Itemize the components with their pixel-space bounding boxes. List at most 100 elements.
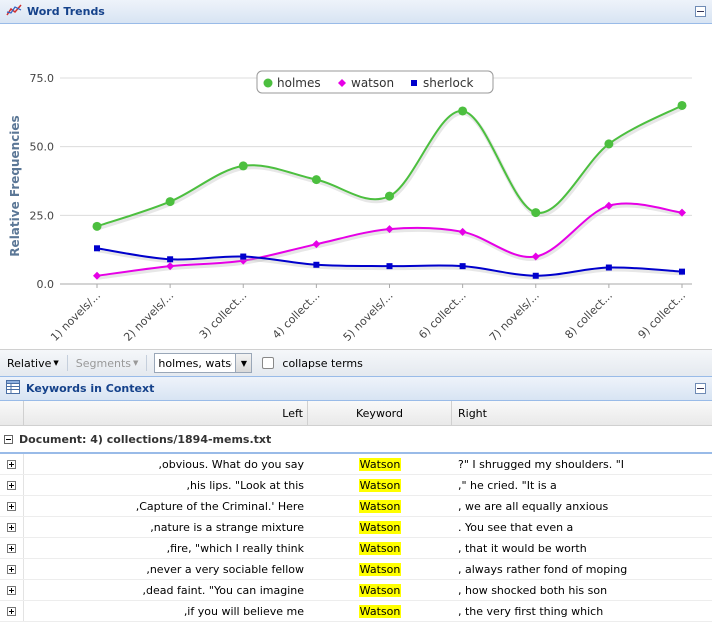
expand-row-icon[interactable] <box>7 522 16 532</box>
left-context: ,obvious. What do you say <box>158 457 305 471</box>
kwic-rows: ,obvious. What do you say Watson ?" I sh… <box>0 454 712 622</box>
column-header-right[interactable]: Right <box>458 406 487 420</box>
row-expander[interactable] <box>0 454 24 474</box>
data-point-watson <box>312 240 321 249</box>
table-row[interactable]: ,dead faint. "You can imagine Watson , h… <box>0 580 712 601</box>
expand-row-icon[interactable] <box>7 585 16 595</box>
word-trends-header: Word Trends <box>0 0 712 24</box>
chart-svg: 0.0 25.0 50.0 75.0 Relative Frequencies 1) no… <box>8 70 692 344</box>
right-context: ," he cried. "It is a <box>458 478 557 492</box>
table-row[interactable]: ,never a very sociable fellow Watson , a… <box>0 559 712 580</box>
row-expander[interactable] <box>0 580 24 600</box>
data-point-holmes <box>677 100 687 110</box>
data-point-watson <box>93 271 101 280</box>
data-point-watson <box>604 201 613 210</box>
caret-down-icon: ▼ <box>53 359 59 367</box>
collapse-panel-button[interactable] <box>695 383 706 394</box>
table-row[interactable]: ,nature is a strange mixture Watson . Yo… <box>0 517 712 538</box>
expand-row-icon[interactable] <box>7 459 16 469</box>
table-row[interactable]: ,his lips. "Look at this Watson ," he cr… <box>0 475 712 496</box>
keyword-highlight: Watson <box>358 478 402 492</box>
data-point-holmes <box>238 161 248 171</box>
keyword-cell: Watson <box>308 541 452 555</box>
series-holmes <box>92 100 687 231</box>
x-tick-label: 4) collect... <box>270 289 323 342</box>
row-expander[interactable] <box>0 517 24 537</box>
y-axis-label: Relative Frequencies <box>8 115 22 256</box>
row-expander[interactable] <box>0 538 24 558</box>
expand-row-icon[interactable] <box>7 564 16 574</box>
table-row[interactable]: ,fire, "which I really think Watson , th… <box>0 538 712 559</box>
keyword-cell: Watson <box>308 478 452 492</box>
dropdown-arrow-icon[interactable]: ▼ <box>235 354 252 372</box>
legend-marker-sherlock <box>411 80 417 86</box>
table-row[interactable]: ,obvious. What do you say Watson ?" I sh… <box>0 454 712 475</box>
data-point-sherlock <box>679 268 685 275</box>
chart-toolbar: Relative ▼ Segments ▼ ▼ collapse terms <box>0 349 712 377</box>
y-tick-label: 75.0 <box>30 72 55 85</box>
row-expander[interactable] <box>0 496 24 516</box>
terms-input[interactable] <box>155 354 236 372</box>
keyword-cell: Watson <box>308 520 452 534</box>
x-tick-label: 3) collect... <box>197 289 250 342</box>
toolbar-separator <box>146 355 148 371</box>
row-expander[interactable] <box>0 475 24 495</box>
data-point-sherlock <box>94 245 100 252</box>
column-header-left[interactable]: Left <box>24 401 308 425</box>
data-point-watson <box>166 262 175 271</box>
left-context: ,if you will believe me <box>183 604 304 618</box>
x-tick-label: 7) novels/... <box>487 289 542 344</box>
expand-row-icon[interactable] <box>7 606 16 616</box>
collapse-panel-button[interactable] <box>695 6 706 17</box>
data-point-sherlock <box>386 263 393 270</box>
document-group-label: Document: 4) collections/1894-mems.txt <box>19 432 272 446</box>
data-point-sherlock <box>240 253 247 260</box>
series-sherlock <box>94 245 685 280</box>
data-point-holmes <box>604 139 614 149</box>
collapse-terms-checkbox[interactable] <box>262 357 275 369</box>
right-context: ?" I shrugged my shoulders. "I <box>458 457 625 471</box>
left-context: ,dead faint. "You can imagine <box>142 583 304 597</box>
segments-menu-button[interactable]: Segments ▼ <box>73 357 142 370</box>
expand-row-icon[interactable] <box>7 543 16 553</box>
trend-chart: 0.0 25.0 50.0 75.0 Relative Frequencies 1) no… <box>0 24 712 349</box>
document-group-header[interactable]: Document: 4) collections/1894-mems.txt <box>0 426 712 454</box>
series-line-holmes <box>96 104 683 228</box>
expand-row-icon[interactable] <box>7 501 16 511</box>
terms-combo[interactable]: ▼ <box>154 353 253 373</box>
keyword-highlight: Watson <box>358 499 402 513</box>
x-tick-label: 9) collect... <box>636 289 689 342</box>
column-header-keyword[interactable]: Keyword <box>308 401 452 425</box>
expand-row-icon[interactable] <box>7 480 16 490</box>
y-tick-label: 0.0 <box>37 278 55 291</box>
collapse-group-icon[interactable] <box>4 434 13 444</box>
data-point-sherlock <box>532 272 539 279</box>
chart-legend: holmes watson sherlock <box>256 70 494 94</box>
panel-title: Word Trends <box>27 5 105 18</box>
keyword-highlight: Watson <box>358 583 402 597</box>
data-point-holmes <box>458 106 468 116</box>
collapse-terms-label: collapse terms <box>282 356 363 370</box>
legend-label-sherlock: sherlock <box>423 76 473 90</box>
row-expander[interactable] <box>0 559 24 579</box>
relative-label: Relative <box>7 356 52 370</box>
data-point-sherlock <box>167 256 174 263</box>
segments-label: Segments <box>75 356 131 370</box>
caret-down-icon: ▼ <box>133 359 139 367</box>
left-context: ,his lips. "Look at this <box>186 478 304 492</box>
keyword-highlight: Watson <box>358 604 402 618</box>
row-expander[interactable] <box>0 601 24 621</box>
word-trends-panel: Word Trends 0.0 25.0 50.0 75.0 Relative Freq… <box>0 0 712 377</box>
table-row[interactable]: ,if you will believe me Watson , the ver… <box>0 601 712 622</box>
kwic-title: Keywords in Context <box>26 382 155 395</box>
x-tick-label: 8) collect... <box>562 289 615 342</box>
series-watson <box>93 201 686 280</box>
y-tick-label: 25.0 <box>30 209 55 222</box>
data-point-sherlock <box>313 261 320 268</box>
keyword-cell: Watson <box>308 499 452 513</box>
y-tick-label: 50.0 <box>30 141 55 154</box>
relative-menu-button[interactable]: Relative ▼ <box>4 357 62 370</box>
kwic-panel: Keywords in Context Left Keyword Right D… <box>0 377 712 622</box>
keyword-highlight: Watson <box>358 457 402 471</box>
table-row[interactable]: ,Capture of the Criminal.' Here Watson ,… <box>0 496 712 517</box>
